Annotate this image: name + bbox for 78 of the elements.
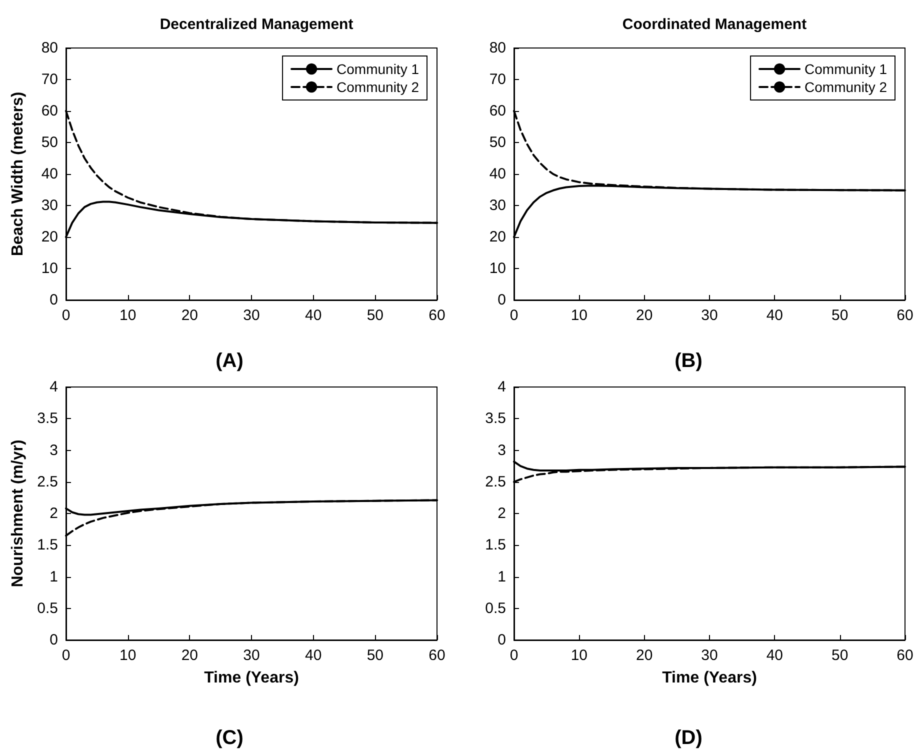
- y-tick-label: 30: [489, 197, 506, 214]
- y-tick-label: 1: [50, 568, 58, 586]
- x-tick-label: 60: [896, 647, 914, 664]
- x-tick-label: 40: [304, 307, 322, 324]
- y-tick-label: 4: [498, 378, 506, 396]
- y-tick-label: 10: [41, 260, 58, 277]
- text: (B): [674, 350, 702, 372]
- y-tick-label: 10: [489, 260, 506, 277]
- y-tick-label: 40: [41, 166, 58, 182]
- y-tick-label: 3: [50, 442, 58, 459]
- y-tick-label: 40: [489, 166, 506, 182]
- x-tick-label: 20: [636, 647, 653, 664]
- legend-label: Community 1: [804, 61, 888, 77]
- y-tick-label: 2: [498, 505, 506, 522]
- y-tick-label: 20: [41, 228, 58, 246]
- x-axis-title: Time (Years): [662, 670, 757, 686]
- y-tick-label: 3.5: [37, 410, 58, 428]
- legend-label: Community 2: [336, 79, 420, 95]
- x-tick-label: 30: [243, 647, 260, 664]
- y-tick-label: 80: [489, 40, 506, 56]
- y-tick-label: 2.5: [485, 473, 506, 490]
- y-tick-label: 1.5: [485, 536, 506, 554]
- x-tick-label: 50: [366, 647, 384, 664]
- y-axis-title: Nourishment (m/yr): [10, 440, 26, 588]
- x-tick-label: 50: [831, 307, 848, 324]
- y-tick-label: 1: [498, 568, 506, 586]
- x-tick-label: 20: [181, 647, 198, 664]
- y-tick-label: 20: [489, 228, 506, 246]
- x-tick-label: 30: [701, 647, 718, 664]
- x-tick-label: 60: [896, 307, 914, 324]
- y-tick-label: 0: [50, 632, 58, 648]
- x-tick-label: 20: [181, 307, 198, 324]
- y-tick-label: 2.5: [37, 473, 58, 490]
- x-tick-label: 0: [62, 647, 70, 664]
- y-tick-label: 60: [41, 102, 58, 120]
- chart-title: Decentralized Management: [160, 16, 354, 33]
- legend-label: Community 2: [804, 79, 888, 95]
- x-tick-label: 0: [62, 307, 70, 324]
- y-tick-label: 3.5: [485, 410, 506, 428]
- x-tick-label: 60: [428, 307, 446, 324]
- y-tick-label: 50: [41, 134, 58, 151]
- x-tick-label: 10: [119, 647, 136, 664]
- y-tick-label: 0: [498, 632, 506, 648]
- y-tick-label: 60: [489, 102, 506, 120]
- y-tick-label: 3: [498, 442, 506, 459]
- y-tick-label: 4: [50, 378, 58, 396]
- x-tick-label: 60: [428, 647, 446, 664]
- y-tick-label: 0: [498, 292, 506, 308]
- x-tick-label: 30: [243, 307, 260, 324]
- chart-title: Coordinated Management: [622, 16, 807, 33]
- y-tick-label: 1.5: [37, 536, 58, 554]
- x-tick-label: 10: [119, 307, 136, 324]
- x-tick-label: 30: [701, 307, 718, 324]
- text: (A): [216, 350, 244, 372]
- x-tick-label: 0: [510, 307, 518, 324]
- x-tick-label: 40: [766, 307, 784, 324]
- y-tick-label: 0.5: [485, 600, 506, 617]
- text: (D): [674, 727, 702, 749]
- y-tick-label: 50: [489, 134, 506, 151]
- y-tick-label: 70: [489, 71, 506, 88]
- x-tick-label: 40: [766, 647, 784, 664]
- x-tick-label: 20: [636, 307, 653, 324]
- x-tick-label: 10: [570, 307, 588, 324]
- x-tick-label: 50: [366, 307, 384, 324]
- y-tick-label: 30: [41, 197, 58, 214]
- x-tick-label: 50: [831, 647, 848, 664]
- y-tick-label: 0: [50, 292, 58, 308]
- y-tick-label: 80: [41, 40, 58, 56]
- x-tick-label: 0: [510, 647, 518, 664]
- y-tick-label: 70: [41, 71, 58, 88]
- y-tick-label: 2: [50, 505, 58, 522]
- y-axis-title: Beach Width (meters): [10, 92, 26, 256]
- x-axis-title: Time (Years): [204, 670, 299, 686]
- legend-label: Community 1: [336, 61, 420, 77]
- text: (C): [216, 727, 244, 749]
- x-tick-label: 40: [304, 647, 322, 664]
- y-tick-label: 0.5: [37, 600, 58, 617]
- x-tick-label: 10: [570, 647, 588, 664]
